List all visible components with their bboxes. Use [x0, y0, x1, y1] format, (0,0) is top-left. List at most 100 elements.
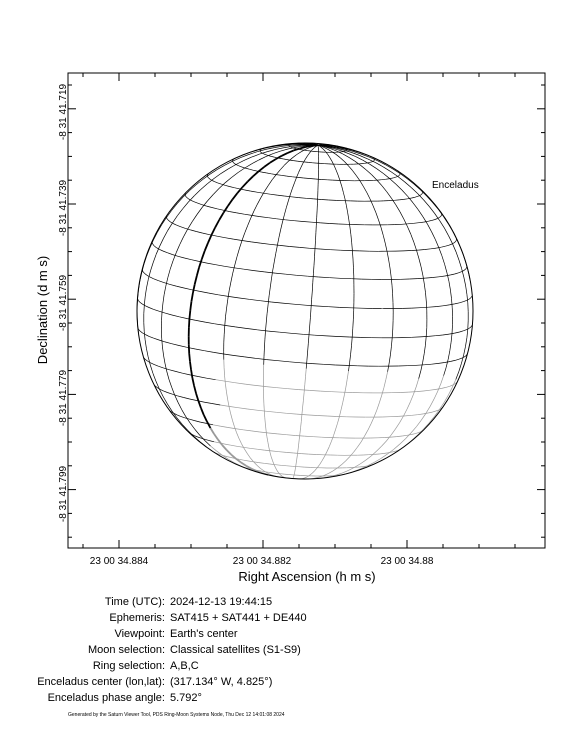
globe-line	[311, 290, 313, 300]
globe-line	[194, 420, 201, 423]
globe-line	[183, 287, 192, 291]
globe-line	[277, 433, 287, 436]
globe-line	[422, 275, 425, 285]
globe-line	[220, 404, 230, 407]
globe-line	[416, 195, 420, 197]
globe-line	[177, 402, 182, 410]
globe-line	[399, 211, 405, 220]
globe-line	[235, 326, 247, 329]
globe-line	[419, 336, 429, 338]
globe-line	[410, 426, 417, 434]
globe-line	[383, 379, 387, 388]
globe-line	[451, 324, 453, 334]
globe-line	[365, 455, 372, 461]
globe-line	[253, 169, 258, 172]
globe-line	[426, 195, 433, 203]
globe-line	[451, 379, 457, 388]
globe-line	[325, 151, 328, 155]
globe-line	[182, 190, 190, 198]
globe-line	[256, 409, 267, 412]
globe-line	[275, 272, 286, 275]
globe-line	[139, 330, 143, 334]
globe-line	[147, 270, 151, 280]
globe-line	[152, 243, 155, 247]
globe-line	[375, 212, 379, 221]
globe-line	[286, 452, 294, 454]
globe-line	[351, 152, 360, 156]
globe-line	[144, 339, 147, 349]
globe-line	[294, 177, 297, 183]
globe-line	[337, 336, 350, 338]
globe-line	[438, 247, 443, 256]
globe-line	[322, 146, 328, 150]
globe-line	[217, 235, 226, 239]
globe-line	[198, 258, 203, 268]
globe-line	[377, 160, 386, 165]
globe-line	[153, 364, 159, 367]
globe-line	[269, 243, 280, 246]
globe-line	[276, 470, 279, 474]
globe-line	[236, 432, 240, 439]
globe-line	[211, 207, 218, 210]
globe-line	[243, 156, 252, 161]
globe-line	[204, 440, 211, 447]
globe-line	[215, 450, 223, 456]
globe-line	[448, 281, 451, 290]
globe-line	[376, 446, 382, 452]
globe-line	[162, 294, 165, 304]
globe-line	[209, 440, 215, 443]
globe-line	[313, 256, 315, 266]
globe-line	[207, 194, 214, 202]
globe-line	[330, 474, 337, 477]
globe-line	[279, 245, 290, 247]
globe-line	[215, 379, 226, 382]
globe-line	[439, 402, 445, 410]
globe-line	[268, 330, 280, 333]
globe-line	[246, 168, 250, 170]
globe-line	[235, 428, 244, 431]
globe-line	[201, 200, 208, 208]
globe-line	[144, 287, 147, 297]
globe-line	[174, 394, 179, 403]
globe-line	[285, 219, 295, 222]
globe-line	[376, 168, 384, 174]
globe-line	[339, 180, 343, 187]
globe-line	[197, 436, 202, 439]
globe-line	[238, 165, 241, 167]
globe-line	[349, 226, 352, 235]
globe-line	[159, 238, 164, 247]
globe-line	[205, 321, 215, 325]
globe-line	[285, 273, 297, 276]
globe-line	[349, 354, 351, 363]
globe-line	[413, 183, 421, 191]
globe-line	[412, 202, 419, 210]
globe-line	[142, 271, 145, 274]
globe-line	[417, 413, 424, 416]
globe-line	[309, 317, 311, 327]
globe-line	[279, 158, 284, 160]
globe-line	[149, 276, 154, 280]
globe-line	[314, 334, 327, 337]
globe-line	[251, 467, 258, 473]
globe-line	[276, 174, 282, 176]
globe-line	[286, 175, 293, 178]
globe-line	[391, 177, 394, 179]
globe-line	[240, 461, 247, 467]
globe-line	[250, 210, 255, 218]
globe-line	[158, 388, 164, 397]
globe-line	[313, 146, 317, 149]
globe-line	[343, 149, 352, 153]
globe-line	[270, 193, 278, 196]
globe-line	[312, 273, 314, 283]
globe-line	[255, 357, 267, 360]
globe-line	[161, 338, 163, 347]
globe-line	[376, 402, 380, 411]
globe-line	[334, 146, 344, 149]
globe-line	[326, 148, 332, 152]
globe-line	[346, 371, 349, 380]
globe-line	[268, 447, 271, 453]
globe-line	[225, 449, 232, 456]
globe-line	[249, 168, 254, 171]
globe-line	[261, 171, 267, 174]
globe-line	[393, 176, 396, 179]
